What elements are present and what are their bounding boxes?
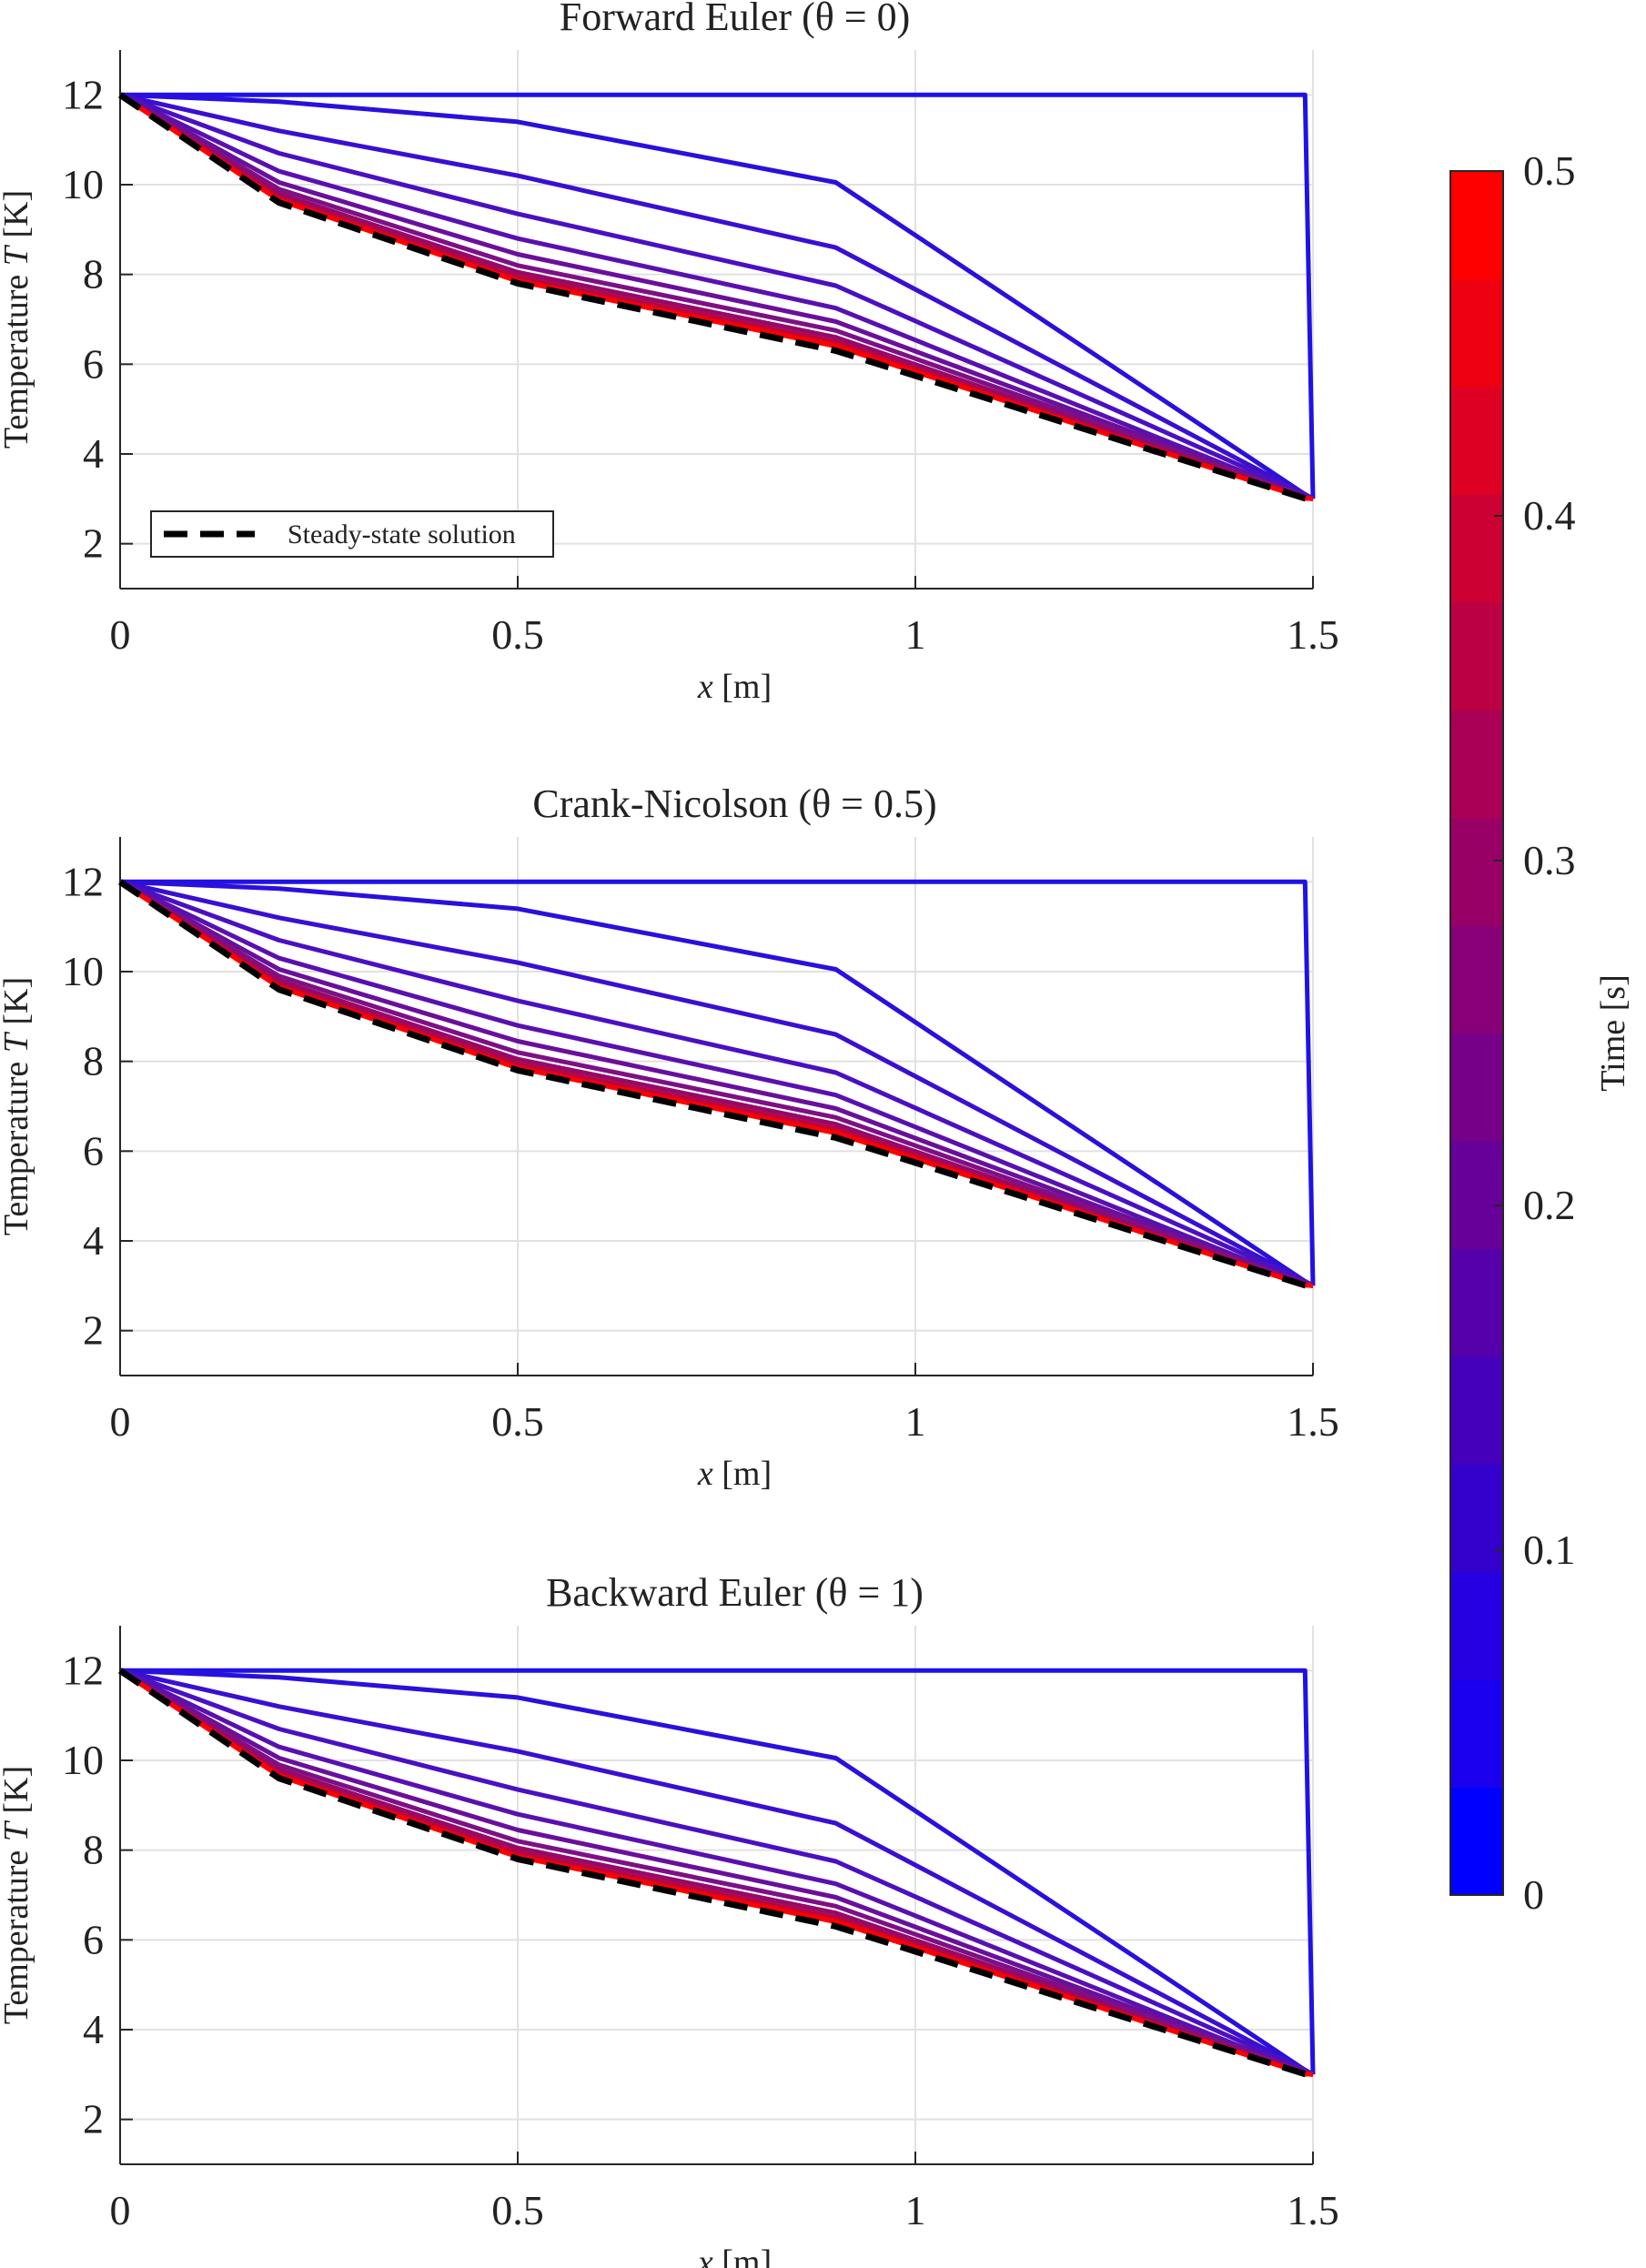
- colorbar-tick-label: 0.4: [1523, 492, 1576, 539]
- y-tick-label: 10: [62, 948, 104, 994]
- y-tick-label: 8: [83, 1827, 104, 1873]
- colorbar-segment: [1450, 1033, 1503, 1142]
- colorbar-segment: [1450, 1356, 1503, 1465]
- x-tick-label: 0.5: [491, 611, 544, 658]
- colorbar-label: Time [s]: [1594, 974, 1632, 1091]
- colorbar-segment: [1450, 278, 1503, 388]
- x-tick-label: 0: [110, 2187, 131, 2233]
- x-axis-label: x [m]: [697, 1455, 772, 1493]
- x-tick-label: 0: [110, 1398, 131, 1445]
- x-tick-label: 1: [905, 2187, 926, 2233]
- x-tick-label: 1: [905, 1398, 926, 1445]
- y-tick-label: 6: [83, 1916, 104, 1962]
- y-tick-label: 4: [83, 430, 104, 477]
- colorbar-segment: [1450, 1248, 1503, 1357]
- colorbar-tick-label: 0.3: [1523, 837, 1576, 883]
- y-axis-label: Temperature T [K]: [0, 190, 35, 449]
- y-tick-label: 12: [62, 858, 104, 904]
- x-axis-label: x [m]: [697, 2243, 772, 2268]
- y-tick-label: 4: [83, 1217, 104, 1264]
- steady-state-line: [118, 1668, 1314, 2078]
- x-tick-label: 1.5: [1287, 2187, 1339, 2233]
- steady-state-line: [118, 92, 1314, 502]
- panel-title: Backward Euler (θ = 1): [546, 1570, 924, 1615]
- x-tick-label: 1: [905, 611, 926, 658]
- colorbar-segment: [1450, 925, 1503, 1034]
- colorbar-tick-label: 0.2: [1523, 1182, 1576, 1228]
- y-tick-label: 8: [83, 251, 104, 297]
- colorbar-segment: [1450, 1787, 1503, 1896]
- colorbar-tick-label: 0: [1523, 1871, 1544, 1918]
- steady-state-line: [118, 879, 1314, 1289]
- colorbar-tick-label: 0.1: [1523, 1527, 1576, 1573]
- colorbar-segment: [1450, 171, 1503, 280]
- colorbar-segment: [1450, 1464, 1503, 1573]
- y-tick-label: 10: [62, 1737, 104, 1783]
- series-line-t0: [120, 1668, 1316, 2075]
- legend-label: Steady-state solution: [288, 519, 516, 549]
- colorbar-segment: [1450, 1571, 1503, 1680]
- x-tick-label: 1.5: [1287, 1398, 1339, 1445]
- y-tick-label: 12: [62, 71, 104, 117]
- y-tick-label: 4: [83, 2006, 104, 2052]
- colorbar-tick-label: 0.5: [1523, 147, 1576, 194]
- x-tick-label: 0.5: [491, 2187, 544, 2233]
- x-axis-label: x [m]: [697, 668, 772, 706]
- colorbar-segment: [1450, 817, 1503, 926]
- colorbar-segment: [1450, 1679, 1503, 1789]
- y-tick-label: 10: [62, 161, 104, 207]
- x-tick-label: 0.5: [491, 1398, 544, 1445]
- colorbar-segment: [1450, 601, 1503, 711]
- panel-title: Crank-Nicolson (θ = 0.5): [532, 781, 936, 826]
- y-axis-label: Temperature T [K]: [0, 1766, 35, 2024]
- panel-3: 2 4 6 8 10 12 0 0.5 1 1.5 Backward Euler (θ = 1) x …: [0, 1570, 1339, 2268]
- x-tick-label: 1.5: [1287, 611, 1339, 658]
- series-line-t0: [120, 92, 1316, 499]
- y-tick-label: 12: [62, 1647, 104, 1693]
- panel-title: Forward Euler (θ = 0): [560, 0, 911, 39]
- panel-2: 2 4 6 8 10 12 0 0.5 1 1.5 Crank-Nicolson (θ = 0.5)…: [0, 781, 1339, 1493]
- y-tick-label: 2: [83, 1307, 104, 1354]
- x-tick-label: 0: [110, 611, 131, 658]
- colorbar-segment: [1450, 494, 1503, 603]
- colorbar-segment: [1450, 710, 1503, 819]
- y-tick-label: 6: [83, 340, 104, 387]
- colorbar-segment: [1450, 386, 1503, 495]
- colorbar: 0 0.1 0.2 0.3 0.4 0.5 Time [s]: [1449, 147, 1632, 1918]
- panel-1: 2 4 6 8 10 12 0 0.5 1 1.5 Forward Euler (θ = 0) x […: [0, 0, 1339, 706]
- y-tick-label: 8: [83, 1038, 104, 1084]
- y-axis-label: Temperature T [K]: [0, 977, 35, 1235]
- y-tick-label: 2: [83, 520, 104, 567]
- series-line-t0: [120, 879, 1316, 1286]
- colorbar-frame: [1449, 170, 1504, 1896]
- y-tick-label: 6: [83, 1127, 104, 1174]
- y-tick-label: 2: [83, 2096, 104, 2142]
- colorbar-segment: [1450, 1140, 1503, 1249]
